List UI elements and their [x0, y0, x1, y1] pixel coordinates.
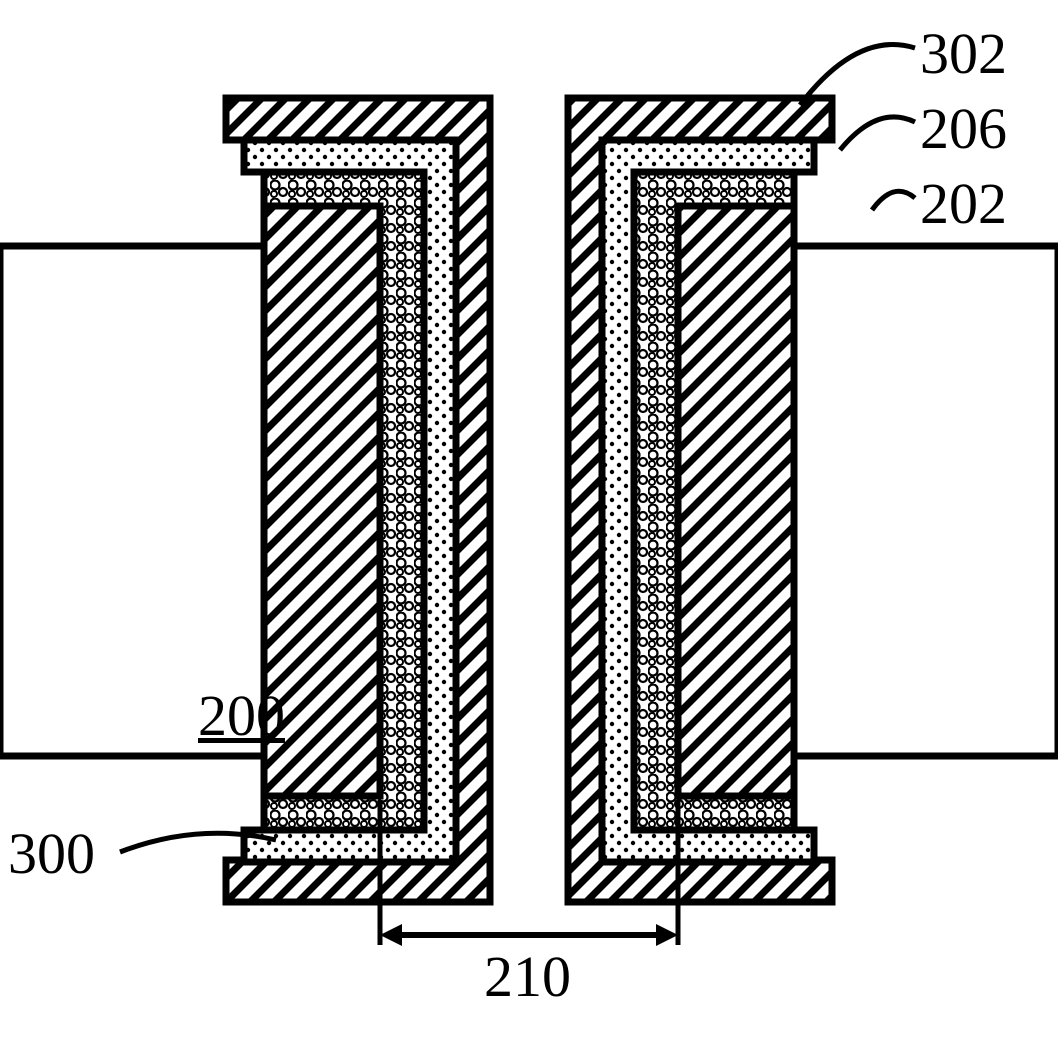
label-206: 206 [920, 95, 1007, 162]
label-210: 210 [484, 943, 571, 1010]
label-200: 200 [198, 682, 285, 749]
diagram-svg [0, 0, 1058, 1044]
label-302: 302 [920, 20, 1007, 87]
label-202: 202 [920, 170, 1007, 237]
label-300: 300 [8, 820, 95, 887]
diagram-container: { "labels": { "l302": "302", "l206": "20… [0, 0, 1058, 1044]
